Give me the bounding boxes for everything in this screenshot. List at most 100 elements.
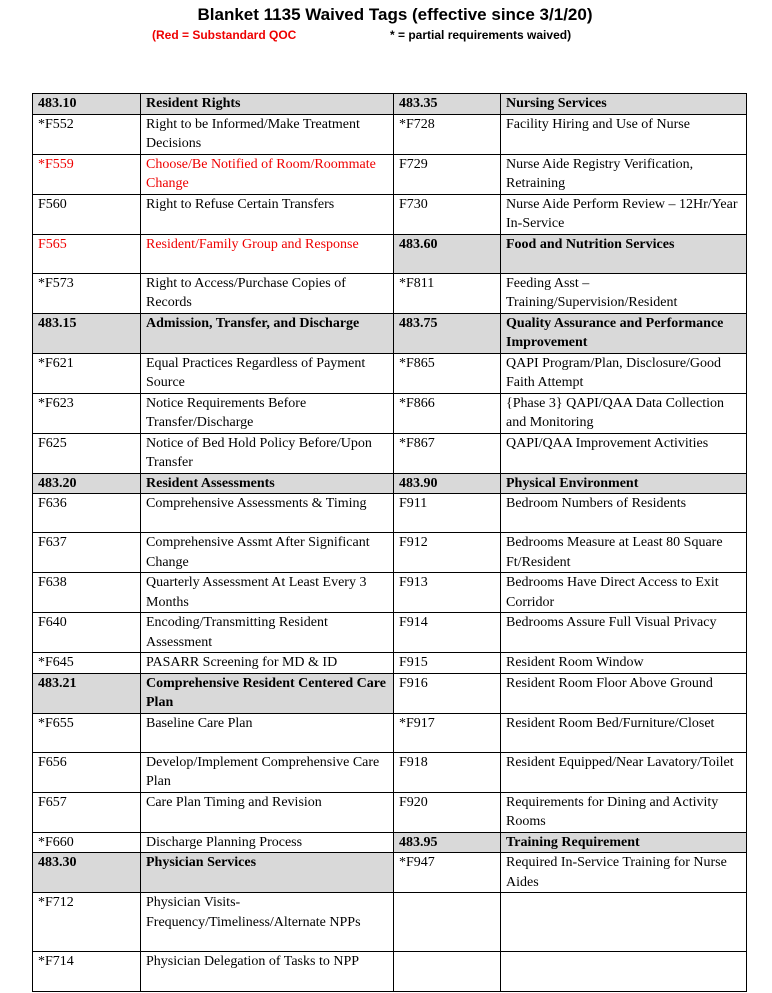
table-row: F656 Develop/Implement Comprehensive Care… bbox=[32, 751, 747, 793]
table-row: *F573 Right to Access/Purchase Copies of … bbox=[32, 272, 747, 314]
tag-cell: *F655 bbox=[32, 712, 141, 753]
tag-cell: 483.90 bbox=[393, 472, 501, 494]
table-row: F640 Encoding/Transmitting Resident Asses… bbox=[32, 612, 747, 653]
tag-cell: *F866 bbox=[393, 392, 501, 434]
description-cell: Nurse Aide Registry Verification, Retrai… bbox=[500, 153, 747, 195]
tag-cell: 483.20 bbox=[32, 472, 141, 494]
tag-cell: 483.35 bbox=[393, 93, 501, 115]
table-row: *F623 Notice Requirements Before Transfer… bbox=[32, 392, 747, 434]
tag-cell: F560 bbox=[32, 193, 141, 235]
tag-cell: F636 bbox=[32, 493, 141, 533]
tag-cell: F625 bbox=[32, 432, 141, 474]
description-cell: Resident Equipped/Near Lavatory/Toilet bbox=[500, 751, 747, 793]
tag-cell: *F660 bbox=[32, 831, 141, 853]
tag-cell: 483.21 bbox=[32, 672, 141, 714]
tag-cell: *F621 bbox=[32, 352, 141, 394]
description-cell: Bedroom Numbers of Residents bbox=[500, 493, 747, 533]
description-cell bbox=[500, 951, 747, 992]
description-cell: Baseline Care Plan bbox=[140, 712, 394, 753]
tag-cell: *F712 bbox=[32, 892, 141, 952]
tag-cell: 483.75 bbox=[393, 312, 501, 354]
tag-cell: F920 bbox=[393, 791, 501, 833]
table-row: *F552 Right to be Informed/Make Treatment… bbox=[32, 113, 747, 155]
table-row: F636 Comprehensive Assessments & Timing F9… bbox=[32, 493, 747, 533]
table-row: F637 Comprehensive Assmt After Significan… bbox=[32, 532, 747, 573]
description-cell: Facility Hiring and Use of Nurse bbox=[500, 113, 747, 155]
table-row: *F559 Choose/Be Notified of Room/Roommate… bbox=[32, 153, 747, 195]
description-cell: Comprehensive Assessments & Timing bbox=[140, 493, 394, 533]
tag-cell: F913 bbox=[393, 572, 501, 613]
table-row: *F645 PASARR Screening for MD & ID F915 Res… bbox=[32, 652, 747, 674]
tag-cell: 483.15 bbox=[32, 312, 141, 354]
description-cell: Physical Environment bbox=[500, 472, 747, 494]
table-row: F638 Quarterly Assessment At Least Every … bbox=[32, 572, 747, 613]
description-cell: QAPI Program/Plan, Disclosure/Good Faith… bbox=[500, 352, 747, 394]
tag-cell: F657 bbox=[32, 791, 141, 833]
description-cell: Comprehensive Resident Centered Care Pla… bbox=[140, 672, 394, 714]
description-cell: Physician Services bbox=[140, 852, 394, 893]
description-cell bbox=[500, 892, 747, 952]
tag-cell: *F559 bbox=[32, 153, 141, 195]
tag-cell: *F645 bbox=[32, 652, 141, 674]
description-cell: Notice Requirements Before Transfer/Disc… bbox=[140, 392, 394, 434]
tag-cell: F912 bbox=[393, 532, 501, 573]
description-cell: Resident Room Bed/Furniture/Closet bbox=[500, 712, 747, 753]
tag-cell: F915 bbox=[393, 652, 501, 674]
tag-cell: F911 bbox=[393, 493, 501, 533]
tag-cell: F918 bbox=[393, 751, 501, 793]
description-cell: Resident Rights bbox=[140, 93, 394, 115]
description-cell: Required In-Service Training for Nurse A… bbox=[500, 852, 747, 893]
tag-cell: *F917 bbox=[393, 712, 501, 753]
description-cell: Notice of Bed Hold Policy Before/Upon Tr… bbox=[140, 432, 394, 474]
description-cell: Resident Room Window bbox=[500, 652, 747, 674]
tag-cell: *F728 bbox=[393, 113, 501, 155]
tag-cell: *F947 bbox=[393, 852, 501, 893]
tag-cell: F916 bbox=[393, 672, 501, 714]
table-row: 483.15 Admission, Transfer, and Discharge… bbox=[32, 312, 747, 354]
tag-cell: F637 bbox=[32, 532, 141, 573]
description-cell: Physician Delegation of Tasks to NPP bbox=[140, 951, 394, 992]
table-row: F657 Care Plan Timing and Revision F920 Req… bbox=[32, 791, 747, 833]
tags-table: 483.10 Resident Rights 483.35 Nursing Servi… bbox=[32, 93, 747, 992]
legend-red: (Red = Substandard QOC bbox=[152, 28, 297, 42]
description-cell: Resident Room Floor Above Ground bbox=[500, 672, 747, 714]
tag-cell bbox=[393, 951, 501, 992]
tag-cell: *F552 bbox=[32, 113, 141, 155]
description-cell: Physician Visits-Frequency/Timeliness/Al… bbox=[140, 892, 394, 952]
description-cell: Resident Assessments bbox=[140, 472, 394, 494]
description-cell: Quality Assurance and Performance Improv… bbox=[500, 312, 747, 354]
tag-cell: *F865 bbox=[393, 352, 501, 394]
tag-cell: F914 bbox=[393, 612, 501, 653]
description-cell: Discharge Planning Process bbox=[140, 831, 394, 853]
description-cell: Encoding/Transmitting Resident Assessmen… bbox=[140, 612, 394, 653]
table-row: F625 Notice of Bed Hold Policy Before/Upo… bbox=[32, 432, 747, 474]
tag-cell: F656 bbox=[32, 751, 141, 793]
tag-cell: *F573 bbox=[32, 272, 141, 314]
title: Blanket 1135 Waived Tags (effective sinc… bbox=[197, 5, 593, 24]
description-cell: Quarterly Assessment At Least Every 3 Mo… bbox=[140, 572, 394, 613]
description-cell: Bedrooms Assure Full Visual Privacy bbox=[500, 612, 747, 653]
tag-cell: F638 bbox=[32, 572, 141, 613]
description-cell: Develop/Implement Comprehensive Care Pla… bbox=[140, 751, 394, 793]
description-cell: Right to be Informed/Make Treatment Deci… bbox=[140, 113, 394, 155]
tag-cell: F640 bbox=[32, 612, 141, 653]
table-row: *F714 Physician Delegation of Tasks to NP… bbox=[32, 951, 747, 992]
description-cell: Right to Access/Purchase Copies of Recor… bbox=[140, 272, 394, 314]
description-cell: Admission, Transfer, and Discharge bbox=[140, 312, 394, 354]
description-cell: {Phase 3} QAPI/QAA Data Collection and M… bbox=[500, 392, 747, 434]
tag-cell: F565 bbox=[32, 233, 141, 274]
table-row: 483.10 Resident Rights 483.35 Nursing Servi… bbox=[32, 93, 747, 115]
description-cell: Nursing Services bbox=[500, 93, 747, 115]
description-cell: Bedrooms Measure at Least 80 Square Ft/R… bbox=[500, 532, 747, 573]
description-cell: Nurse Aide Perform Review – 12Hr/Year In… bbox=[500, 193, 747, 235]
table-row: 483.21 Comprehensive Resident Centered Ca… bbox=[32, 672, 747, 714]
tag-cell: 483.10 bbox=[32, 93, 141, 115]
description-cell: QAPI/QAA Improvement Activities bbox=[500, 432, 747, 474]
description-cell: Training Requirement bbox=[500, 831, 747, 853]
table-row: *F655 Baseline Care Plan *F917 Resident Roo… bbox=[32, 712, 747, 753]
description-cell: Right to Refuse Certain Transfers bbox=[140, 193, 394, 235]
description-cell: Care Plan Timing and Revision bbox=[140, 791, 394, 833]
description-cell: Comprehensive Assmt After Significant Ch… bbox=[140, 532, 394, 573]
table-row: F565 Resident/Family Group and Response 48… bbox=[32, 233, 747, 274]
